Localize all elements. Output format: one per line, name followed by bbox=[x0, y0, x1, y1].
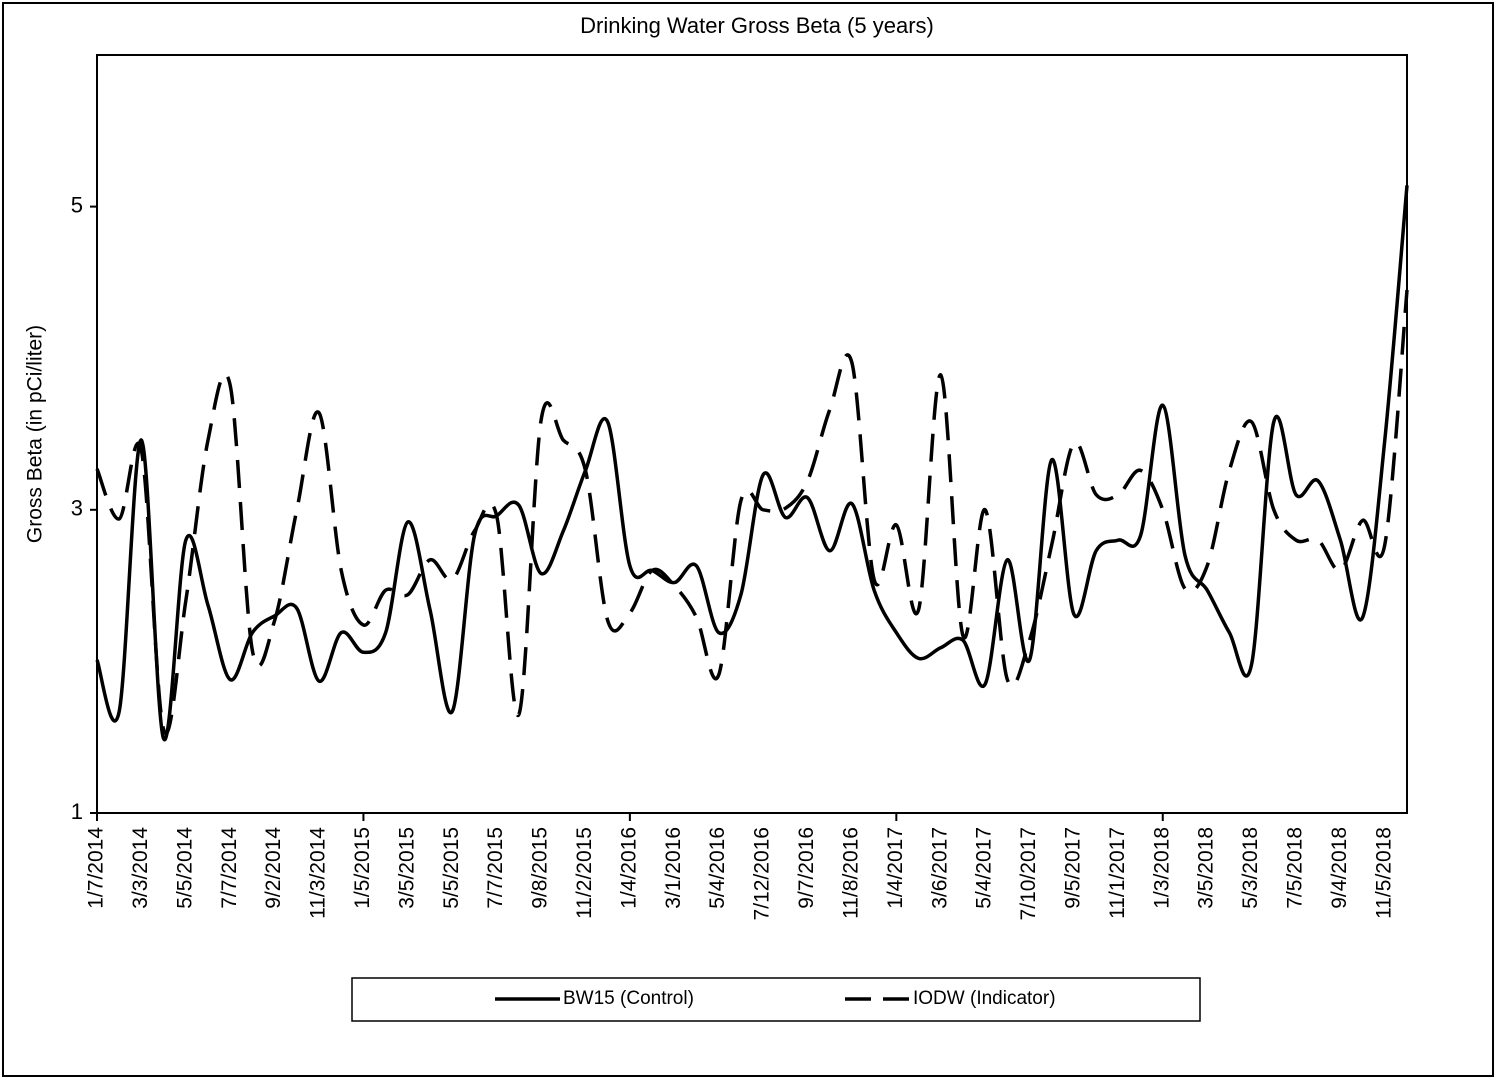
series-line bbox=[95, 185, 1409, 742]
x-tick-label: 7/5/2018 bbox=[1284, 827, 1307, 909]
chart-title: Drinking Water Gross Beta (5 years) bbox=[580, 13, 934, 38]
x-tick-label: 5/3/2018 bbox=[1239, 827, 1262, 909]
x-tick-label: 11/2/2015 bbox=[573, 827, 596, 919]
x-tick-label: 7/7/2015 bbox=[484, 827, 507, 909]
y-axis-label: Gross Beta (in pCi/liter) bbox=[24, 325, 47, 543]
x-tick-label: 3/1/2016 bbox=[662, 827, 685, 909]
x-tick-label: 1/5/2015 bbox=[351, 827, 374, 909]
x-tick-label: 3/6/2017 bbox=[928, 827, 951, 909]
x-tick-label: 9/7/2016 bbox=[795, 827, 818, 909]
x-tick-label: 3/3/2014 bbox=[129, 827, 152, 909]
x-tick-label: 1/4/2017 bbox=[884, 827, 907, 909]
x-tick-label: 1/3/2018 bbox=[1150, 827, 1173, 909]
x-tick-label: 7/12/2016 bbox=[751, 827, 774, 920]
x-tick-label: 7/10/2017 bbox=[1017, 827, 1040, 920]
legend-box bbox=[351, 977, 1201, 1022]
x-tick-label: 1/4/2016 bbox=[617, 827, 640, 909]
series-line bbox=[95, 289, 1409, 735]
x-tick-label: 9/2/2014 bbox=[262, 827, 285, 909]
x-tick-label: 11/5/2018 bbox=[1372, 827, 1395, 919]
x-tick-label: 5/5/2014 bbox=[173, 827, 196, 909]
x-tick-label: 1/7/2014 bbox=[85, 827, 108, 909]
x-tick-label: 9/8/2015 bbox=[529, 827, 552, 909]
x-tick-label: 11/1/2017 bbox=[1106, 827, 1129, 919]
y-tick-label: 3 bbox=[71, 496, 83, 521]
legend-label: IODW (Indicator) bbox=[913, 988, 1056, 1009]
plot-area bbox=[96, 54, 1408, 814]
x-tick-label: 9/5/2017 bbox=[1061, 827, 1084, 909]
y-tick-label: 1 bbox=[71, 799, 83, 824]
x-tick-label: 11/8/2016 bbox=[839, 827, 862, 919]
x-tick-label: 9/4/2018 bbox=[1328, 827, 1351, 909]
x-tick-label: 7/7/2014 bbox=[218, 827, 241, 909]
x-tick-label: 3/5/2018 bbox=[1195, 827, 1218, 909]
x-tick-label: 11/3/2014 bbox=[307, 827, 330, 919]
x-tick-label: 5/5/2015 bbox=[440, 827, 463, 909]
x-tick-label: 5/4/2016 bbox=[706, 827, 729, 909]
y-tick-label: 5 bbox=[71, 192, 83, 217]
x-tick-label: 3/5/2015 bbox=[395, 827, 418, 909]
legend-label: BW15 (Control) bbox=[563, 988, 694, 1009]
x-tick-label: 5/4/2017 bbox=[973, 827, 996, 909]
